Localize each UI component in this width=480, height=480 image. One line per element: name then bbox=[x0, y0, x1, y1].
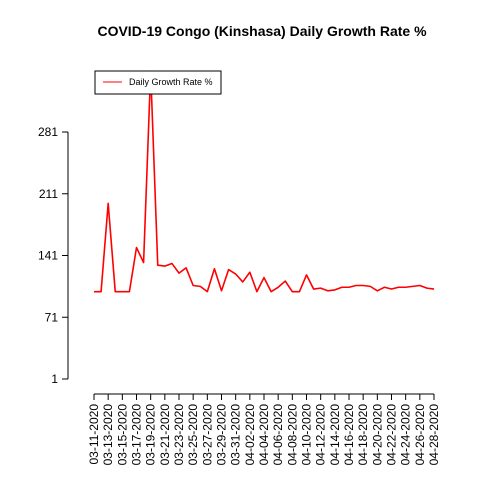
x-axis: 03-11-2020 03-13-2020 03-15-2020 03-17-2020… bbox=[87, 393, 441, 466]
y-axis: 1 71 141 211 281 bbox=[38, 125, 69, 386]
chart-title: COVID-19 Congo (Kinshasa) Daily Growth R… bbox=[97, 23, 427, 39]
x-tick-label: 04-02-2020 bbox=[243, 404, 257, 466]
x-tick-label: 03-13-2020 bbox=[101, 404, 115, 466]
x-tick-label: 04-24-2020 bbox=[399, 404, 413, 466]
y-tick-label: 71 bbox=[45, 310, 59, 324]
x-tick-label: 03-21-2020 bbox=[158, 404, 172, 466]
x-tick-label: 04-26-2020 bbox=[413, 404, 427, 466]
legend-box bbox=[94, 70, 222, 95]
plot-area bbox=[94, 70, 435, 293]
series-line bbox=[94, 70, 435, 293]
x-tick-label: 04-28-2020 bbox=[427, 404, 441, 466]
y-tick-label: 211 bbox=[39, 187, 58, 201]
x-tick-label: 03-25-2020 bbox=[186, 404, 200, 466]
x-tick-label: 03-23-2020 bbox=[172, 404, 186, 466]
x-tick-label: 04-04-2020 bbox=[257, 404, 271, 466]
y-tick-label: 1 bbox=[51, 372, 58, 386]
legend-label: Daily Growth Rate % bbox=[129, 77, 213, 87]
x-tick-label: 03-19-2020 bbox=[144, 404, 158, 466]
x-tick-label: 04-10-2020 bbox=[300, 404, 314, 466]
x-tick-label: 04-20-2020 bbox=[370, 404, 384, 466]
x-tick-label: 03-31-2020 bbox=[229, 404, 243, 466]
x-tick-label: 03-29-2020 bbox=[215, 404, 229, 466]
x-tick-label: 04-12-2020 bbox=[314, 404, 328, 466]
x-tick-label: 04-16-2020 bbox=[342, 404, 356, 466]
y-tick-label: 141 bbox=[38, 249, 58, 263]
x-tick-label: 03-15-2020 bbox=[115, 404, 129, 466]
x-tick-label: 04-22-2020 bbox=[385, 404, 399, 466]
x-tick-label: 03-17-2020 bbox=[130, 404, 144, 466]
x-tick-label: 04-08-2020 bbox=[285, 404, 299, 466]
x-tick-label: 04-14-2020 bbox=[328, 404, 342, 466]
y-tick-label: 281 bbox=[38, 125, 58, 139]
x-tick-label: 03-11-2020 bbox=[87, 404, 101, 465]
x-tick-label: 04-18-2020 bbox=[356, 404, 370, 466]
x-tick-label: 03-27-2020 bbox=[200, 404, 214, 466]
series-group bbox=[94, 70, 435, 293]
x-tick-label: 04-06-2020 bbox=[271, 404, 285, 466]
legend: Daily Growth Rate % bbox=[94, 70, 222, 95]
